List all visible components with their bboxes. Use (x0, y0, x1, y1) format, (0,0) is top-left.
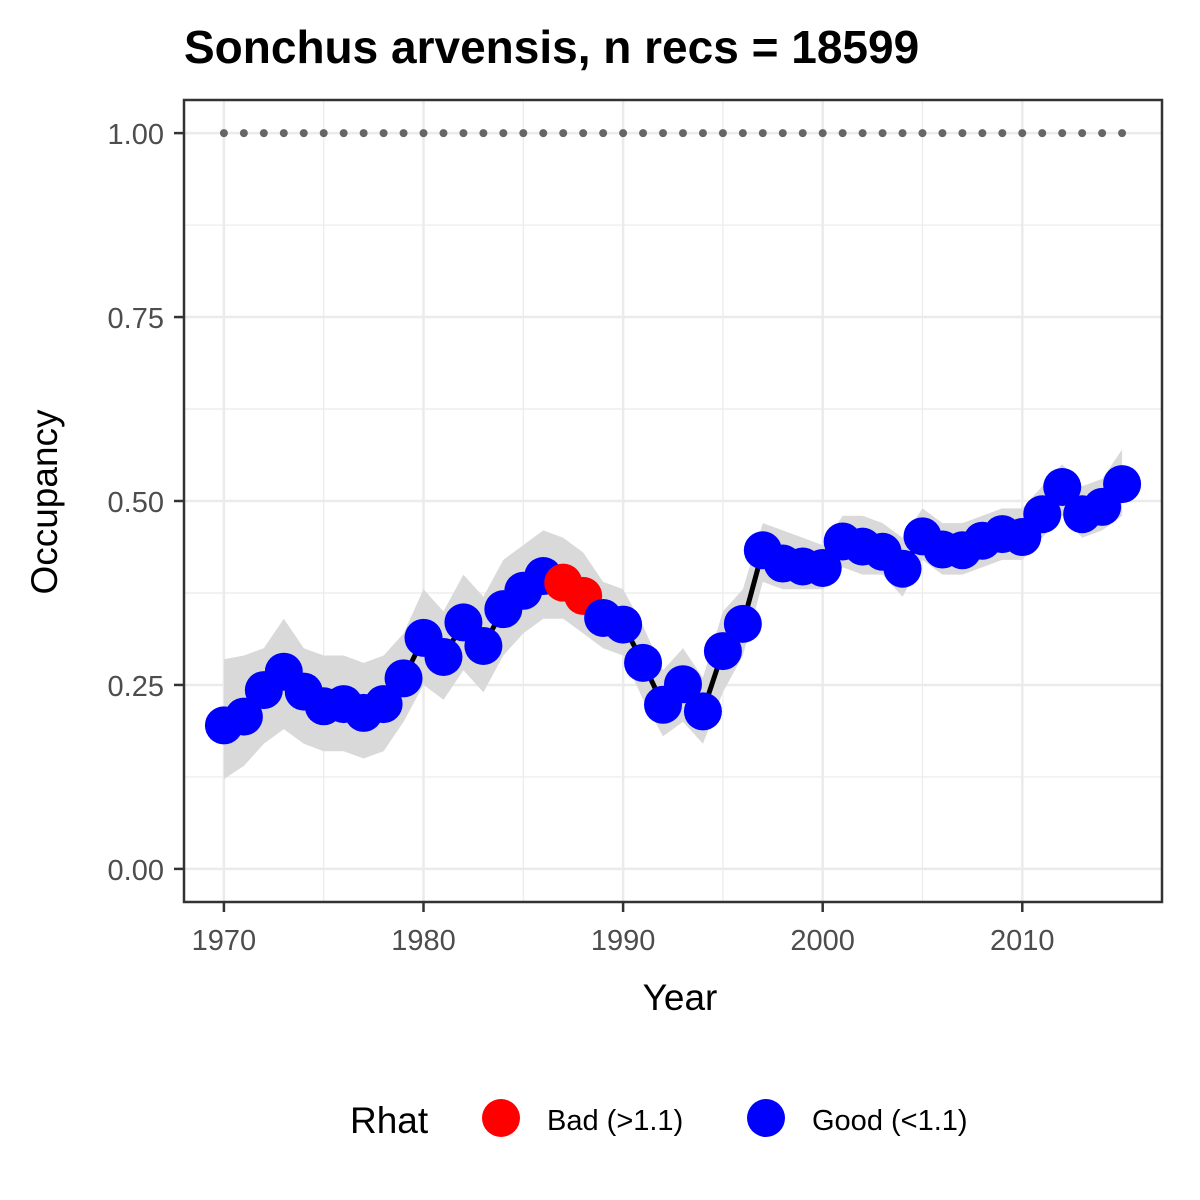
reference-dot (938, 129, 947, 138)
reference-dot (778, 129, 787, 138)
data-point-good (364, 685, 403, 724)
x-axis-ticks: 1970 1980 1990 2000 2010 (192, 902, 1055, 957)
reference-dot (439, 129, 448, 138)
data-point-good (723, 604, 762, 643)
reference-dot (479, 129, 488, 138)
reference-dot (399, 129, 408, 138)
reference-dot (678, 129, 687, 138)
reference-dot (1058, 129, 1067, 138)
reference-dot (798, 129, 807, 138)
reference-dot (838, 129, 847, 138)
reference-dot (1018, 129, 1027, 138)
reference-dot (1078, 129, 1087, 138)
reference-dot (559, 129, 568, 138)
data-point-good (464, 626, 503, 665)
reference-dot (379, 129, 388, 138)
legend-label-bad: Bad (>1.1) (547, 1105, 683, 1137)
x-tick-label: 1980 (391, 925, 456, 957)
reference-dot (718, 129, 727, 138)
reference-dot (1098, 129, 1107, 138)
data-point-good (803, 548, 842, 587)
reference-dot (758, 129, 767, 138)
legend-title: Rhat (350, 1100, 429, 1141)
reference-dot (918, 129, 927, 138)
x-axis-title: Year (643, 977, 718, 1018)
reference-dot (738, 129, 747, 138)
x-tick-label: 1990 (591, 925, 656, 957)
data-point-good (1043, 468, 1082, 507)
reference-dot (858, 129, 867, 138)
y-tick-label: 0.00 (108, 855, 164, 887)
legend: Rhat Bad (>1.1) Good (<1.1) (350, 1099, 968, 1141)
reference-dot (319, 129, 328, 138)
x-tick-label: 2000 (790, 925, 855, 957)
reference-dot (698, 129, 707, 138)
reference-dot (519, 129, 528, 138)
data-point-good (883, 549, 922, 588)
reference-dot (279, 129, 288, 138)
data-point-good (1103, 465, 1142, 504)
reference-dot (499, 129, 508, 138)
legend-key-good (747, 1099, 785, 1137)
reference-dot (659, 129, 668, 138)
y-tick-label: 1.00 (108, 119, 164, 151)
reference-dot (359, 129, 368, 138)
reference-dot (599, 129, 608, 138)
data-point-good (1023, 495, 1062, 534)
reference-dot (1118, 129, 1127, 138)
reference-dot (299, 129, 308, 138)
reference-dot (539, 129, 548, 138)
reference-dot (998, 129, 1007, 138)
reference-dot (818, 129, 827, 138)
reference-dot (619, 129, 628, 138)
data-point-good (624, 643, 663, 682)
reference-dot (339, 129, 348, 138)
reference-dot (1038, 129, 1047, 138)
y-tick-label: 0.75 (108, 303, 164, 335)
y-axis-ticks: 0.00 0.25 0.50 0.75 1.00 (108, 119, 184, 887)
y-tick-label: 0.50 (108, 487, 164, 519)
x-tick-label: 2010 (990, 925, 1055, 957)
reference-dot (239, 129, 248, 138)
legend-label-good: Good (<1.1) (812, 1105, 968, 1137)
data-point-good (224, 697, 263, 736)
y-tick-label: 0.25 (108, 671, 164, 703)
reference-dot (259, 129, 268, 138)
chart-title: Sonchus arvensis, n recs = 18599 (184, 21, 919, 73)
reference-dot (878, 129, 887, 138)
reference-dot (459, 129, 468, 138)
y-axis-title: Occupancy (24, 409, 65, 595)
reference-dot (419, 129, 428, 138)
reference-dot (579, 129, 588, 138)
reference-dot (639, 129, 648, 138)
reference-dot (958, 129, 967, 138)
data-point-good (703, 632, 742, 671)
data-point-good (663, 665, 702, 704)
x-tick-label: 1970 (192, 925, 257, 957)
reference-dot (219, 129, 228, 138)
data-point-good (683, 692, 722, 731)
plot-panel (182, 98, 1164, 904)
data-point-good (384, 659, 423, 698)
reference-dot (978, 129, 987, 138)
reference-dot (898, 129, 907, 138)
data-point-good (604, 605, 643, 644)
legend-key-bad (482, 1099, 520, 1137)
data-point-good (424, 637, 463, 676)
